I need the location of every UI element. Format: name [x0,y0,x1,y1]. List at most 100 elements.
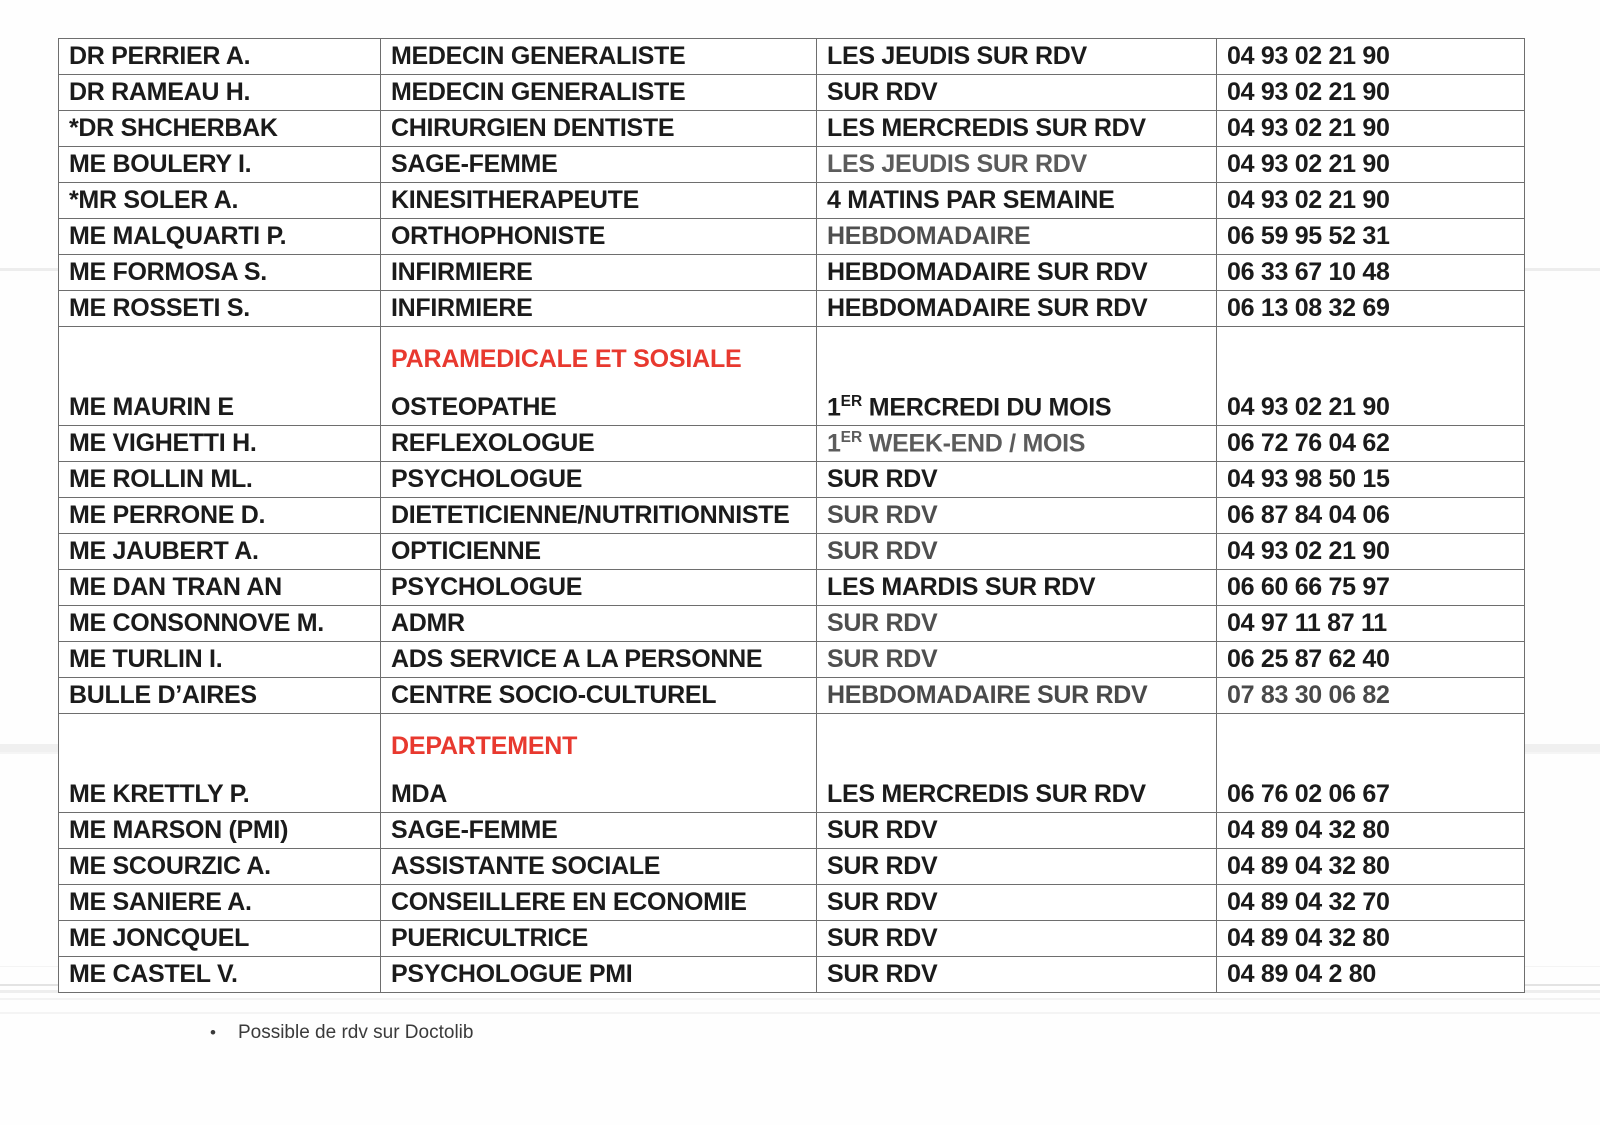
availability: HEBDOMADAIRE [816,218,1217,255]
spacer [1227,735,1524,780]
practitioner-name: ME CONSONNOVE M. [58,605,381,642]
practitioner-name: ME BOULERY I. [58,146,381,183]
phone-number: 04 93 02 21 90 [1216,326,1525,426]
availability: 1ER WEEK-END / MOIS [816,425,1217,462]
practitioner-role: OPTICIENNE [380,533,817,570]
practitioner-name: ME TURLIN I. [58,641,381,678]
table-row: ME DAN TRAN AN PSYCHOLOGUE LES MARDIS SU… [58,569,1525,606]
availability-text: 1ER MERCREDI DU MOIS [827,392,1112,421]
phone-number: 07 83 30 06 82 [1216,677,1525,714]
table-row: *MR SOLER A. KINESITHERAPEUTE 4 MATINS P… [58,182,1525,219]
availability: SUR RDV [816,884,1217,921]
table-row: ME VIGHETTI H. REFLEXOLOGUE 1ER WEEK-END… [58,425,1525,462]
practitioner-role: ADMR [380,605,817,642]
practitioner-name: ME PERRONE D. [58,497,381,534]
section-heading: DEPARTEMENT [391,732,578,760]
phone-number: 06 59 95 52 31 [1216,218,1525,255]
availability: SUR RDV [816,812,1217,849]
practitioner-name: ME SANIERE A. [58,884,381,921]
availability: LES JEUDIS SUR RDV [816,38,1217,75]
phone-number: 04 93 02 21 90 [1216,74,1525,111]
practitioner-role: INFIRMIERE [380,254,817,291]
spacer [69,348,380,393]
practitioner-role: CONSEILLERE EN ECONOMIE [380,884,817,921]
table-row: ME FORMOSA S. INFIRMIERE HEBDOMADAIRE SU… [58,254,1525,291]
practitioner-role: PUERICULTRICE [380,920,817,957]
practitioner-name: ME CASTEL V. [58,956,381,993]
availability: HEBDOMADAIRE SUR RDV [816,254,1217,291]
table-row: DR RAMEAU H. MEDECIN GENERALISTE SUR RDV… [58,74,1525,111]
availability: HEBDOMADAIRE SUR RDV [816,290,1217,327]
section-heading: PARAMEDICALE ET SOSIALE [391,345,742,373]
phone-number: 04 93 98 50 15 [1216,461,1525,498]
practitioner-role: PSYCHOLOGUE PMI [380,956,817,993]
practitioner-role: KINESITHERAPEUTE [380,182,817,219]
table-row: ME TURLIN I. ADS SERVICE A LA PERSONNE S… [58,641,1525,678]
availability: 1ER MERCREDI DU MOIS [816,326,1217,426]
table-row: ME SCOURZIC A. ASSISTANTE SOCIALE SUR RD… [58,848,1525,885]
practitioner-name: DR PERRIER A. [58,38,381,75]
practitioner-role: PSYCHOLOGUE [380,569,817,606]
practitioner-role: DIETETICIENNE/NUTRITIONNISTE [380,497,817,534]
scan-artifact-line [0,1012,1600,1014]
availability: SUR RDV [816,461,1217,498]
availability: LES MERCREDIS SUR RDV [816,110,1217,147]
practitioner-name: ME SCOURZIC A. [58,848,381,885]
availability: LES MERCREDIS SUR RDV [816,713,1217,813]
practitioner-role: REFLEXOLOGUE [380,425,817,462]
phone-number: 06 13 08 32 69 [1216,290,1525,327]
availability: SUR RDV [816,605,1217,642]
table-row: BULLE D’AIRES CENTRE SOCIO-CULTUREL HEBD… [58,677,1525,714]
practitioner-name: ME MAURIN E [58,326,381,426]
availability: HEBDOMADAIRE SUR RDV [816,677,1217,714]
table-row: *DR SHCHERBAK CHIRURGIEN DENTISTE LES ME… [58,110,1525,147]
phone-number: 04 89 04 32 80 [1216,812,1525,849]
practitioner-role: MEDECIN GENERALISTE [380,74,817,111]
phone-number: 06 76 02 06 67 [1216,713,1525,813]
spacer [1227,348,1524,393]
practitioner-name: ME VIGHETTI H. [58,425,381,462]
availability: SUR RDV [816,74,1217,111]
phone-number: 06 72 76 04 62 [1216,425,1525,462]
availability: SUR RDV [816,533,1217,570]
spacer [827,348,1216,393]
practitioner-role: PARAMEDICALE ET SOSIALE OSTEOPATHE [380,326,817,426]
practitioner-name: ME JAUBERT A. [58,533,381,570]
section-row-departement: ME KRETTLY P. DEPARTEMENT MDA LES MERCRE… [58,713,1525,813]
practitioner-name: DR RAMEAU H. [58,74,381,111]
practitioner-role: CENTRE SOCIO-CULTUREL [380,677,817,714]
table-row: DR PERRIER A. MEDECIN GENERALISTE LES JE… [58,38,1525,75]
phone-number: 04 93 02 21 90 [1216,146,1525,183]
phone-number: 04 89 04 2 80 [1216,956,1525,993]
scan-artifact-line [0,998,1600,1000]
practitioner-name: ME KRETTLY P. [58,713,381,813]
practitioner-role: ADS SERVICE A LA PERSONNE [380,641,817,678]
practitioner-name: *DR SHCHERBAK [58,110,381,147]
section-row-paramedicale: ME MAURIN E PARAMEDICALE ET SOSIALE OSTE… [58,326,1525,426]
phone-number: 04 93 02 21 90 [1216,182,1525,219]
practitioner-role: INFIRMIERE [380,290,817,327]
table-row: ME ROLLIN ML. PSYCHOLOGUE SUR RDV 04 93 … [58,461,1525,498]
practitioner-role: CHIRURGIEN DENTISTE [380,110,817,147]
availability: 4 MATINS PAR SEMAINE [816,182,1217,219]
phone-number: 06 60 66 75 97 [1216,569,1525,606]
table-row: ME ROSSETI S. INFIRMIERE HEBDOMADAIRE SU… [58,290,1525,327]
practitioner-name: ME MALQUARTI P. [58,218,381,255]
table-row: ME BOULERY I. SAGE-FEMME LES JEUDIS SUR … [58,146,1525,183]
spacer [69,735,380,780]
practitioner-role: SAGE-FEMME [380,146,817,183]
table-row: ME JAUBERT A. OPTICIENNE SUR RDV 04 93 0… [58,533,1525,570]
availability: SUR RDV [816,848,1217,885]
availability: SUR RDV [816,920,1217,957]
practitioner-role: MEDECIN GENERALISTE [380,38,817,75]
table-row: ME MALQUARTI P. ORTHOPHONISTE HEBDOMADAI… [58,218,1525,255]
ordinal-suffix: ER [840,428,863,446]
table-row: ME CONSONNOVE M. ADMR SUR RDV 04 97 11 8… [58,605,1525,642]
table-row: ME JONCQUEL PUERICULTRICE SUR RDV 04 89 … [58,920,1525,957]
phone-number: 04 89 04 32 70 [1216,884,1525,921]
practitioner-role: ORTHOPHONISTE [380,218,817,255]
bullet-icon: • [210,1023,216,1042]
directory-table: DR PERRIER A. MEDECIN GENERALISTE LES JE… [58,38,1525,993]
phone-number: 04 89 04 32 80 [1216,920,1525,957]
